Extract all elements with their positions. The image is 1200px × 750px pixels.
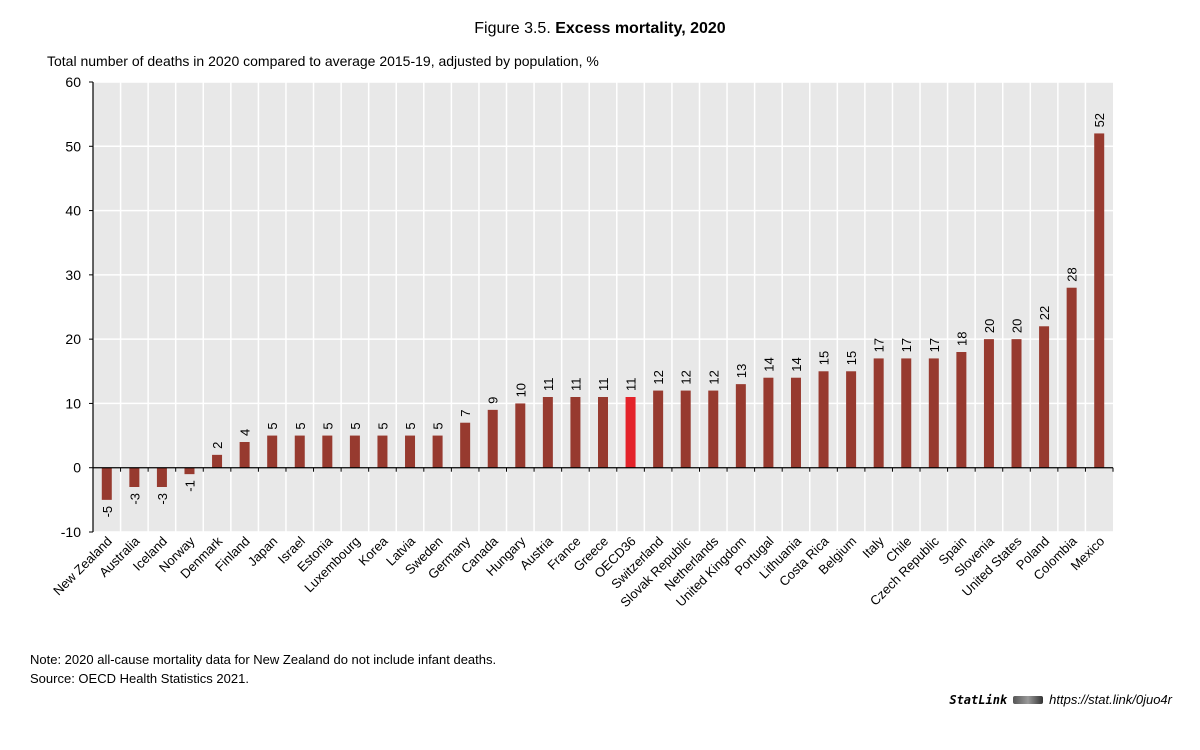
bar-finland (239, 442, 250, 468)
data-label: 5 (403, 422, 418, 429)
x-tick-label: Italy (859, 533, 887, 561)
data-label: 15 (844, 351, 859, 365)
data-label: 12 (706, 370, 721, 384)
x-tick-label: Japan (245, 534, 281, 570)
data-label: 28 (1065, 267, 1080, 281)
bar-costa-rica (818, 371, 829, 468)
bar-norway (184, 467, 195, 475)
bar-sweden (432, 435, 443, 468)
bar-spain (956, 352, 967, 468)
bar-colombia (1066, 287, 1077, 468)
bar-estonia (322, 435, 333, 468)
y-tick-label: -10 (61, 524, 81, 540)
data-label: 17 (927, 338, 942, 352)
data-label: 20 (982, 319, 997, 333)
y-tick-label: 20 (65, 331, 81, 347)
data-label: 18 (954, 332, 969, 346)
data-label: 5 (265, 422, 280, 429)
bar-united-kingdom (735, 384, 746, 468)
bar-greece (598, 397, 608, 468)
data-label: 11 (541, 378, 556, 392)
bar-latvia (405, 435, 416, 468)
bar-switzerland (653, 390, 664, 468)
x-tick-label: Korea (355, 533, 391, 569)
note-text: Note: 2020 all-cause mortality data for … (30, 652, 497, 667)
bar-poland (1039, 326, 1050, 468)
bar-netherlands (708, 390, 719, 468)
data-label: 52 (1092, 113, 1107, 127)
y-tick-label: 50 (65, 138, 81, 154)
data-label: 12 (651, 370, 666, 384)
bar-austria (542, 397, 553, 468)
bar-hungary (515, 403, 526, 468)
bar-australia (129, 467, 140, 487)
bar-belgium (846, 371, 857, 468)
data-label: 7 (458, 409, 473, 416)
data-label: 4 (238, 429, 253, 436)
data-label: 9 (486, 397, 501, 404)
chart-title: Figure 3.5. Excess mortality, 2020 (0, 20, 1200, 38)
source-text: Source: OECD Health Statistics 2021. (30, 671, 249, 686)
bar-iceland (156, 467, 167, 487)
data-label: 11 (624, 378, 639, 392)
bar-italy (873, 358, 884, 468)
data-label: -3 (155, 493, 170, 505)
data-label: 17 (872, 338, 887, 352)
bar-oecd36 (625, 397, 636, 468)
bar-chile (901, 358, 912, 468)
statlink[interactable]: StatLink https://stat.link/0juo4r (949, 692, 1172, 707)
data-label: -1 (182, 480, 197, 492)
bar-czech-republic (928, 358, 939, 468)
statlink-label: StatLink (949, 692, 1008, 707)
bar-mexico (1094, 133, 1105, 468)
figure-number: Figure 3.5. (474, 20, 551, 37)
data-label: 5 (431, 422, 446, 429)
data-label: -5 (100, 506, 115, 518)
data-label: 17 (899, 338, 914, 352)
data-label: 12 (679, 370, 694, 384)
data-label: 2 (210, 442, 225, 449)
bar-germany (460, 422, 471, 468)
y-tick-label: 60 (65, 74, 81, 90)
data-label: 5 (375, 422, 390, 429)
statlink-logo-icon (1013, 695, 1044, 704)
bar-luxembourg (349, 435, 360, 468)
data-label: 11 (596, 378, 611, 392)
data-label: 14 (789, 357, 804, 371)
statlink-url[interactable]: https://stat.link/0juo4r (1049, 692, 1172, 707)
data-label: 11 (568, 378, 583, 392)
bar-united-states (1011, 339, 1022, 468)
bar-slovak-republic (680, 390, 691, 468)
bar-israel (294, 435, 305, 468)
data-label: 20 (1010, 319, 1025, 333)
data-label: 5 (348, 422, 363, 429)
data-label: -3 (127, 493, 142, 505)
y-tick-label: 0 (73, 460, 81, 476)
data-label: 10 (513, 383, 528, 397)
data-label: 14 (761, 357, 776, 371)
bar-denmark (212, 454, 223, 468)
y-axis-label: Total number of deaths in 2020 compared … (47, 53, 599, 69)
data-label: 22 (1037, 306, 1052, 320)
bar-japan (267, 435, 278, 468)
data-label: 13 (734, 364, 749, 378)
bar-canada (487, 409, 498, 468)
bar-portugal (763, 377, 774, 468)
y-tick-label: 40 (65, 203, 81, 219)
bar-new-zealand (101, 467, 112, 500)
y-tick-label: 10 (65, 395, 81, 411)
bar-korea (377, 435, 388, 468)
data-label: 5 (293, 422, 308, 429)
bar-lithuania (790, 377, 801, 468)
bar-france (570, 397, 581, 468)
bar-slovenia (983, 339, 994, 468)
y-tick-label: 30 (65, 267, 81, 283)
data-label: 15 (817, 351, 832, 365)
data-label: 5 (320, 422, 335, 429)
figure-title: Excess mortality, 2020 (555, 20, 726, 37)
